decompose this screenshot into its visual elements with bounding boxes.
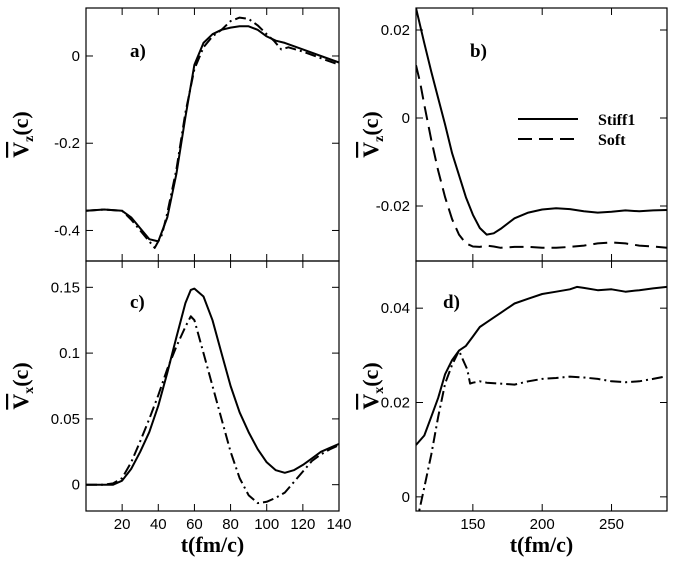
y-axis-label-sub: z <box>22 136 37 142</box>
plot-frame <box>415 260 668 512</box>
y-axis-label-main: V <box>358 142 383 158</box>
y-axis-label: Vx(c) <box>8 362 37 409</box>
series-soft-line <box>86 315 339 505</box>
series-stiff1-line <box>86 287 339 486</box>
x-tick-label: 100 <box>254 516 279 533</box>
y-tick-label: 0 <box>402 489 410 506</box>
panel-c: 20 40 60 80 100 120 140 0 0.05 0.1 0.15 c) Vx(c) t(fm… <box>8 260 352 557</box>
y-tick-label: 0 <box>402 110 410 127</box>
plot-frame <box>85 260 340 512</box>
x-tick-label: 250 <box>599 516 624 533</box>
y-tick-label: 0.04 <box>381 300 410 317</box>
panel-a: -0.4 -0.2 0 a) Vz(c) <box>8 7 340 262</box>
y-axis-label-main: V <box>358 394 383 410</box>
panel-b: -0.02 0 0.02 b) Vz(c) Stiff1 Soft <box>358 7 668 262</box>
series-soft-line <box>416 64 667 249</box>
series-soft-line <box>418 349 667 511</box>
plot-frame <box>415 7 668 262</box>
y-tick-label: 0 <box>72 48 80 65</box>
y-axis-label-main: V <box>8 394 33 410</box>
x-axis-label: t(fm/c) <box>181 532 245 557</box>
x-tick-label: 60 <box>186 516 203 533</box>
panel-label-a: a) <box>130 41 146 62</box>
y-tick-label: 0.02 <box>381 22 410 39</box>
series-stiff1-line <box>86 25 339 243</box>
legend-label-stiff1: Stiff1 <box>598 112 635 129</box>
series-stiff1-line <box>416 285 667 446</box>
y-axis-label: Vx(c) <box>358 362 387 409</box>
x-axis-label: t(fm/c) <box>510 532 574 557</box>
y-tick-label: 0 <box>72 477 80 494</box>
x-tick-label: 150 <box>460 516 485 533</box>
series-soft-line <box>86 16 339 249</box>
y-tick-label: 0.1 <box>59 345 80 362</box>
y-tick-label: 0.02 <box>381 395 410 412</box>
y-tick-label: -0.02 <box>376 198 410 215</box>
panel-label-c: c) <box>130 292 145 313</box>
panel-d: 150 200 250 0 0.02 0.04 d) Vx(c) t(fm/c) <box>358 260 668 557</box>
x-tick-label: 140 <box>326 516 351 533</box>
y-axis-label-paren: (c) <box>8 362 33 386</box>
x-tick-label: 40 <box>150 516 167 533</box>
x-tick-label: 80 <box>222 516 239 533</box>
y-axis-label-sub: x <box>22 387 37 394</box>
y-axis-label-paren: (c) <box>358 362 383 386</box>
x-tick-label: 20 <box>114 516 131 533</box>
y-tick-label: -0.4 <box>54 222 80 239</box>
plot-frame <box>85 7 340 262</box>
panel-label-d: d) <box>443 292 460 313</box>
y-axis-label: Vz(c) <box>358 111 387 158</box>
x-tick-label: 120 <box>290 516 315 533</box>
legend-label-soft: Soft <box>598 132 626 149</box>
series-stiff1-line <box>416 8 667 236</box>
panel-label-b: b) <box>470 41 487 62</box>
y-axis-label-sub: x <box>372 387 387 394</box>
y-tick-label: 0.15 <box>51 279 80 296</box>
y-axis-label-paren: (c) <box>8 111 33 135</box>
x-tick-label: 200 <box>530 516 555 533</box>
y-tick-label: 0.05 <box>51 411 80 428</box>
y-axis-label-sub: z <box>372 136 387 142</box>
y-axis-label-paren: (c) <box>358 111 383 135</box>
y-axis-label-main: V <box>8 142 33 158</box>
y-tick-label: -0.2 <box>54 135 80 152</box>
y-axis-label: Vz(c) <box>8 111 37 158</box>
